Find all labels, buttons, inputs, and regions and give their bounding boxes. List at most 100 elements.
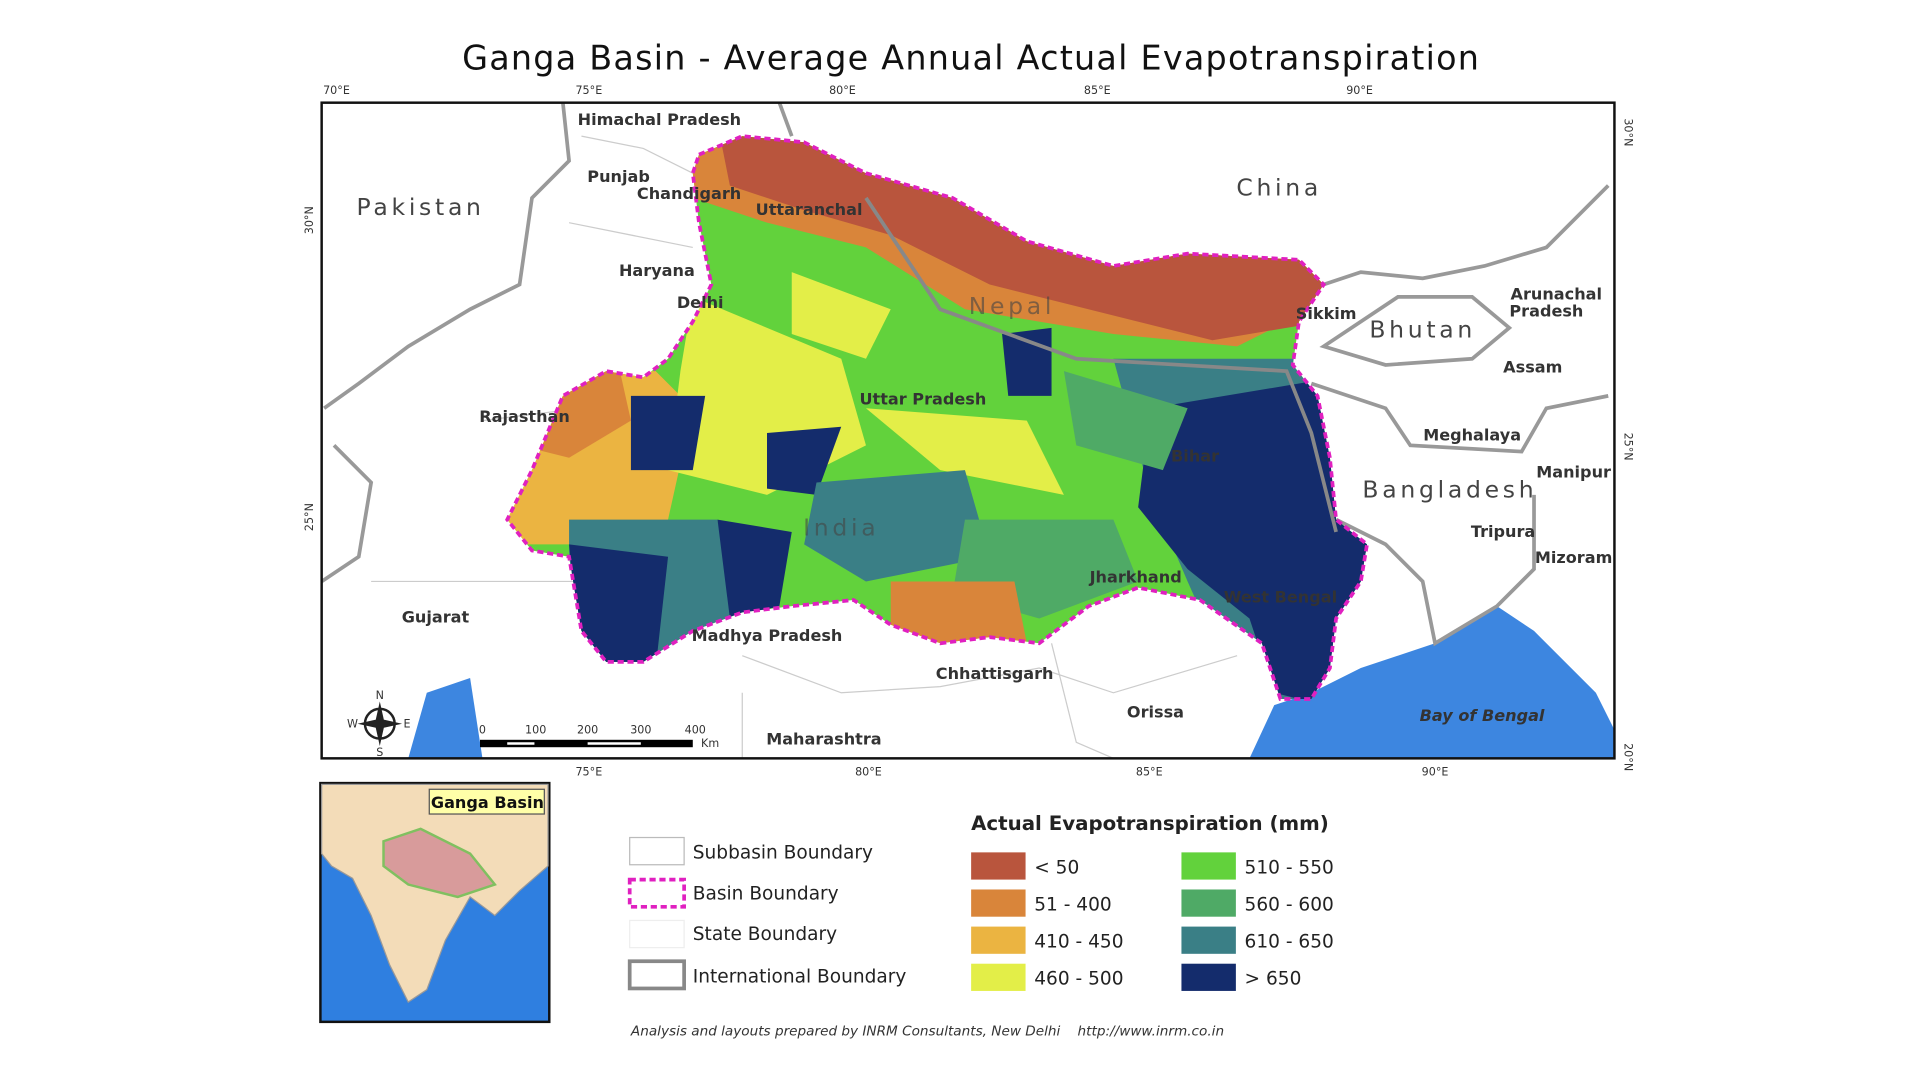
legend-label: State Boundary [693,924,837,945]
place-label: Bay of Bengal [1420,706,1545,725]
legend-swatch [627,877,686,909]
place-label: Tripura [1471,522,1535,541]
place-label: Uttaranchal [756,200,863,219]
scale-bar-body [480,739,693,748]
basin-boundary [505,134,1370,701]
place-label: Pakistan [357,193,485,221]
scale-label: 100 [525,724,546,737]
place-label: Jharkhand [1089,568,1182,587]
graticule-label: 90°E [1346,84,1373,97]
title: Ganga Basin - Average Annual Actual Evap… [462,38,1480,77]
legend-swatch [1181,852,1236,880]
place-label: Manipur [1536,463,1611,482]
scale-bar: 0 100 200 300 400 Km [479,724,719,751]
legend-label: Subbasin Boundary [693,843,873,864]
credit: Analysis and layouts prepared by INRM Co… [630,1023,1224,1039]
scale-label: 200 [577,724,598,737]
compass-label: S [376,746,383,759]
place-label: Punjab [587,167,650,186]
legend-swatch [971,926,1026,954]
legend-label: 460 - 500 [1034,969,1123,990]
place-label: Sikkim [1296,304,1357,323]
place-label: West Bengal [1224,587,1337,606]
place-label: Mizoram [1535,548,1612,567]
place-label: Himachal Pradesh [578,110,742,129]
legend-title: Actual Evapotranspiration (mm) [971,812,1329,835]
legend-swatch [971,889,1026,917]
legend-swatch [629,919,685,949]
boundary-legend: Subbasin Boundary Basin Boundary State B… [627,836,907,991]
graticule-label: 30°N [303,206,316,234]
legend-label: International Boundary [693,966,907,987]
legend-label: 51 - 400 [1034,895,1111,916]
scale-unit: Km [701,737,719,750]
map-frame [320,101,1616,760]
graticule-label: 70°E [323,84,350,97]
inset-title: Ganga Basin [431,793,544,812]
legend-label: 510 - 550 [1245,857,1334,878]
graticule-label: 80°E [829,84,856,97]
place-labels: Himachal Pradesh Punjab Chandigarh Uttar… [357,110,1613,749]
place-label: Rajasthan [479,407,570,426]
legend-label: 610 - 650 [1245,932,1334,953]
compass-label: W [347,717,358,730]
place-label: Pradesh [1509,302,1583,321]
place-label: Bihar [1171,446,1219,465]
legend-swatch [971,963,1026,991]
sea [1249,606,1615,759]
place-label: Bhutan [1369,316,1476,344]
scale-bar-segment [587,742,641,745]
legend-label: < 50 [1034,857,1079,878]
legend-label: 560 - 600 [1245,895,1334,916]
international-boundaries [321,102,1610,647]
inset-title-box [428,788,545,815]
sea [408,677,483,759]
place-label: Gujarat [402,607,470,626]
legend-swatch [1181,889,1236,917]
graticule-label: 75°E [575,84,602,97]
graticule-label: 20°N [1621,743,1634,771]
place-label: Uttar Pradesh [859,390,986,409]
place-label: Delhi [677,293,724,312]
graticule-labels: 70°E 75°E 80°E 85°E 90°E 75°E 80°E 85°E … [303,84,1634,779]
graticule-label: 75°E [575,766,602,779]
legend-swatch [1181,926,1236,954]
place-label: Maharashtra [766,730,881,749]
scale-label: 300 [630,724,651,737]
graticule-label: 90°E [1422,766,1449,779]
scale-label: 400 [685,724,706,737]
place-label: Assam [1503,357,1562,376]
place-label: Meghalaya [1423,425,1521,444]
compass-label: E [403,717,410,730]
legend-swatch [971,852,1026,880]
scale-bar-segment [507,742,535,745]
map-body [321,102,1615,759]
inset-basin [382,827,497,899]
graticule-label: 25°N [1621,433,1634,461]
nepal-boundary [864,196,1338,533]
graticule-label: 80°E [855,766,882,779]
place-label: India [803,514,879,542]
legend-swatch [1181,963,1236,991]
legend-swatch [627,959,686,991]
place-label: Bangladesh [1362,475,1537,503]
place-label: Chhattisgarh [936,664,1054,683]
graticule-label: 85°E [1136,766,1163,779]
compass: N E S W [347,689,410,759]
place-label: Arunachal [1511,284,1602,303]
scale-label: 0 [479,724,486,737]
compass-star [357,701,403,746]
graticule-label: 85°E [1084,84,1111,97]
compass-label: N [376,689,384,702]
place-label: Haryana [619,261,695,280]
inset-land [321,783,549,1003]
legend-label: > 650 [1245,969,1302,990]
et-legend: < 50 51 - 400 410 - 450 460 - 500 510 - 550 5… [971,852,1334,991]
place-label: Nepal [969,292,1055,320]
place-label: Madhya Pradesh [692,626,843,645]
place-label: China [1236,173,1322,201]
legend-label: Basin Boundary [693,883,839,904]
legend-label: 410 - 450 [1034,932,1123,953]
legend-swatch [629,836,685,866]
